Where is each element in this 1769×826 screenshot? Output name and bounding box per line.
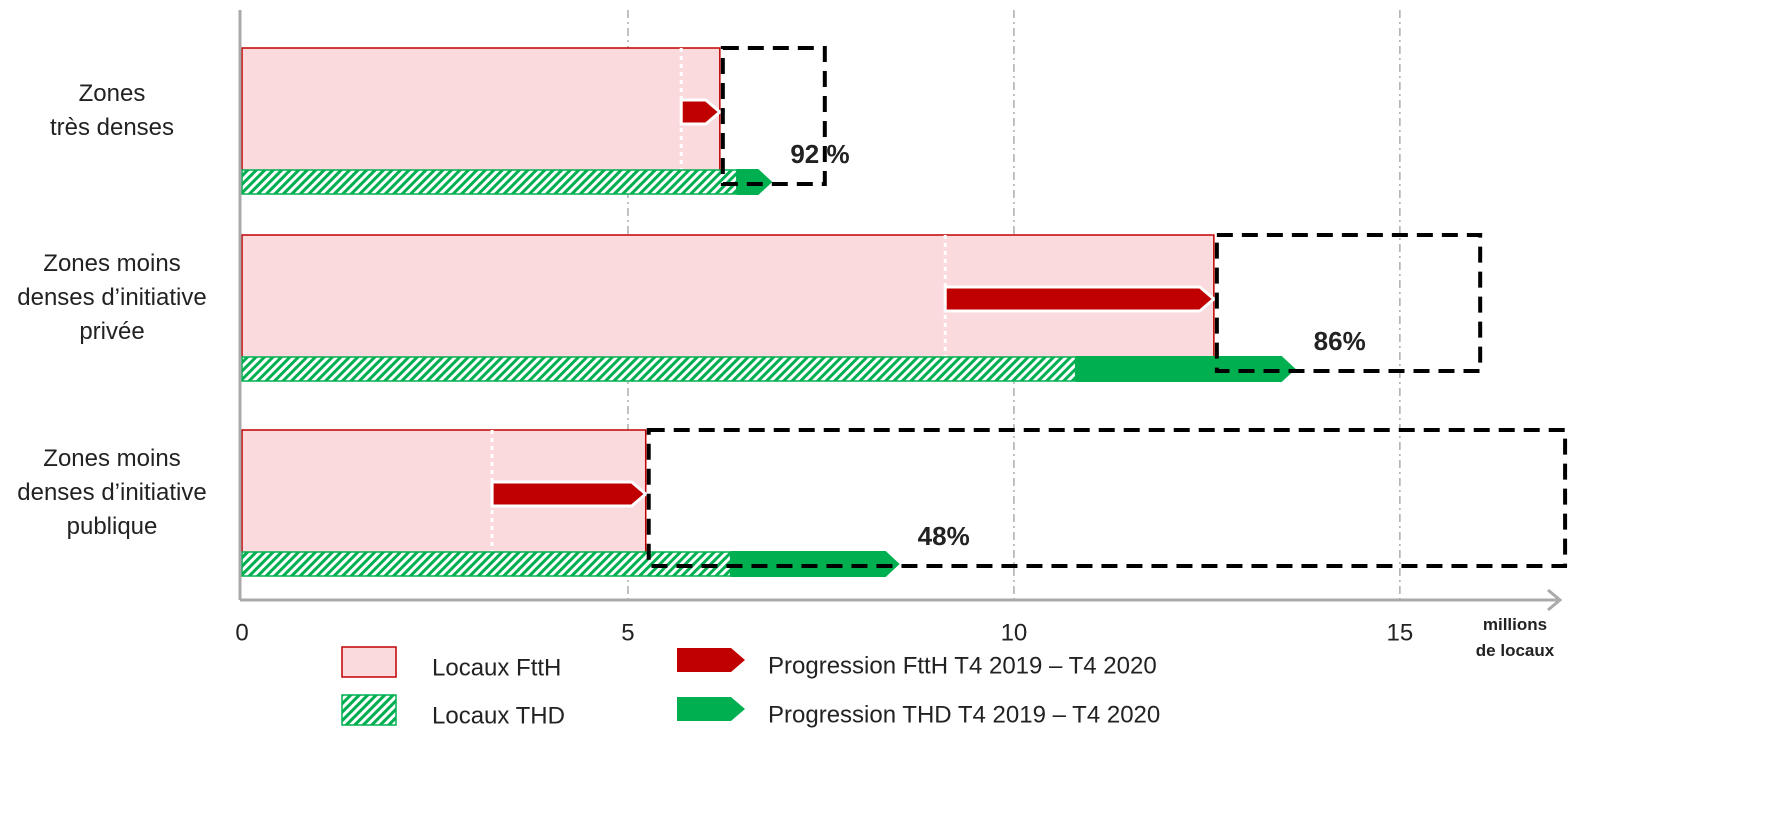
arrow [1075,356,1296,382]
total-box [1214,233,1483,373]
bar [241,356,1077,382]
legend-swatch [677,648,745,672]
category-label-line: denses d’initiative [17,284,206,311]
category-label-line: publique [67,513,158,540]
bar [241,47,721,185]
legend-swatch [341,694,397,726]
x-axis-label-line: millions [1483,615,1547,634]
total-box [720,46,827,186]
category-label-line: Zones moins [43,445,180,472]
x-tick-label: 5 [621,619,634,646]
category-label: Zones très denses [50,80,174,141]
category-label-line: privée [79,318,144,345]
data-label: 86% [1314,326,1366,356]
category-label-line: Zones [79,80,146,107]
arrow [490,480,649,508]
x-tick-label: 15 [1387,619,1414,646]
x-axis-arrow [1547,588,1563,612]
category-label-line: très denses [50,114,174,141]
total-box [646,428,1568,568]
data-label: 48% [918,521,970,551]
category-label-line: denses d’initiative [17,479,206,506]
legend-label: Progression THD T4 2019 – T4 2020 [768,701,1160,728]
data-label: 92 % [790,139,849,169]
category-label: Zones moins denses d’initiative publique [17,445,206,540]
arrow [943,285,1217,313]
legend-swatch [677,697,745,721]
category-label-line: Zones moins [43,250,180,277]
legend-label: Locaux FttH [432,654,561,681]
x-tick-label: 10 [1001,619,1028,646]
x-tick-label: 0 [235,619,248,646]
bar [241,169,738,195]
x-axis-label-line: de locaux [1476,641,1555,660]
legend-swatch [341,646,397,678]
legend-label: Progression FttH T4 2019 – T4 2020 [768,652,1157,679]
x-axis-label: millions de locaux [1476,615,1555,660]
category-label: Zones moins denses d’initiative privée [17,250,206,345]
legend-label: Locaux THD [432,702,565,729]
arrow [679,98,723,126]
